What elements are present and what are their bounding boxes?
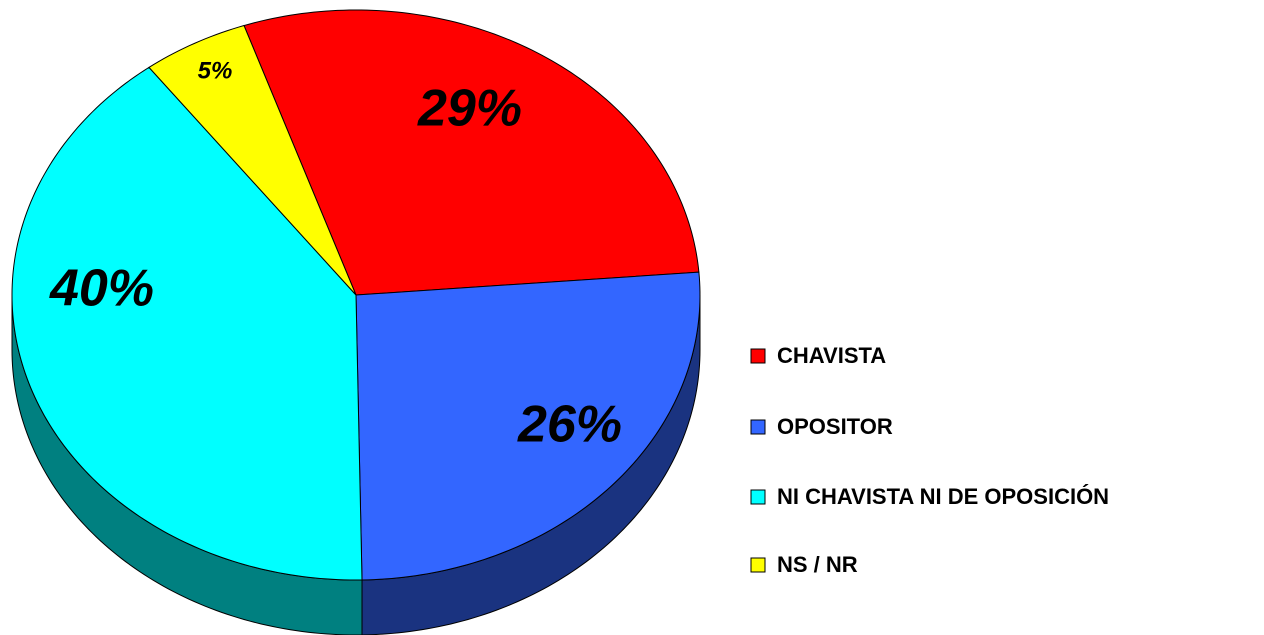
data-label: 26%	[517, 396, 622, 454]
legend-swatch	[750, 348, 766, 364]
pie-slice	[148, 24, 357, 296]
data-label: 40%	[49, 260, 154, 318]
data-label: 29%	[417, 80, 522, 138]
legend-swatch	[750, 557, 766, 573]
legend-swatch	[750, 419, 766, 435]
legend-label: NI CHAVISTA NI DE OPOSICIÓN	[777, 484, 1109, 509]
legend-swatch	[750, 489, 766, 505]
legend-label: CHAVISTA	[777, 343, 886, 368]
pie-slice	[355, 271, 701, 581]
pie-slice	[243, 9, 700, 296]
legend-label: OPOSITOR	[777, 414, 893, 439]
pie-slice	[11, 66, 363, 581]
data-label: 5%	[198, 57, 233, 84]
legend-label: NS / NR	[777, 552, 858, 577]
